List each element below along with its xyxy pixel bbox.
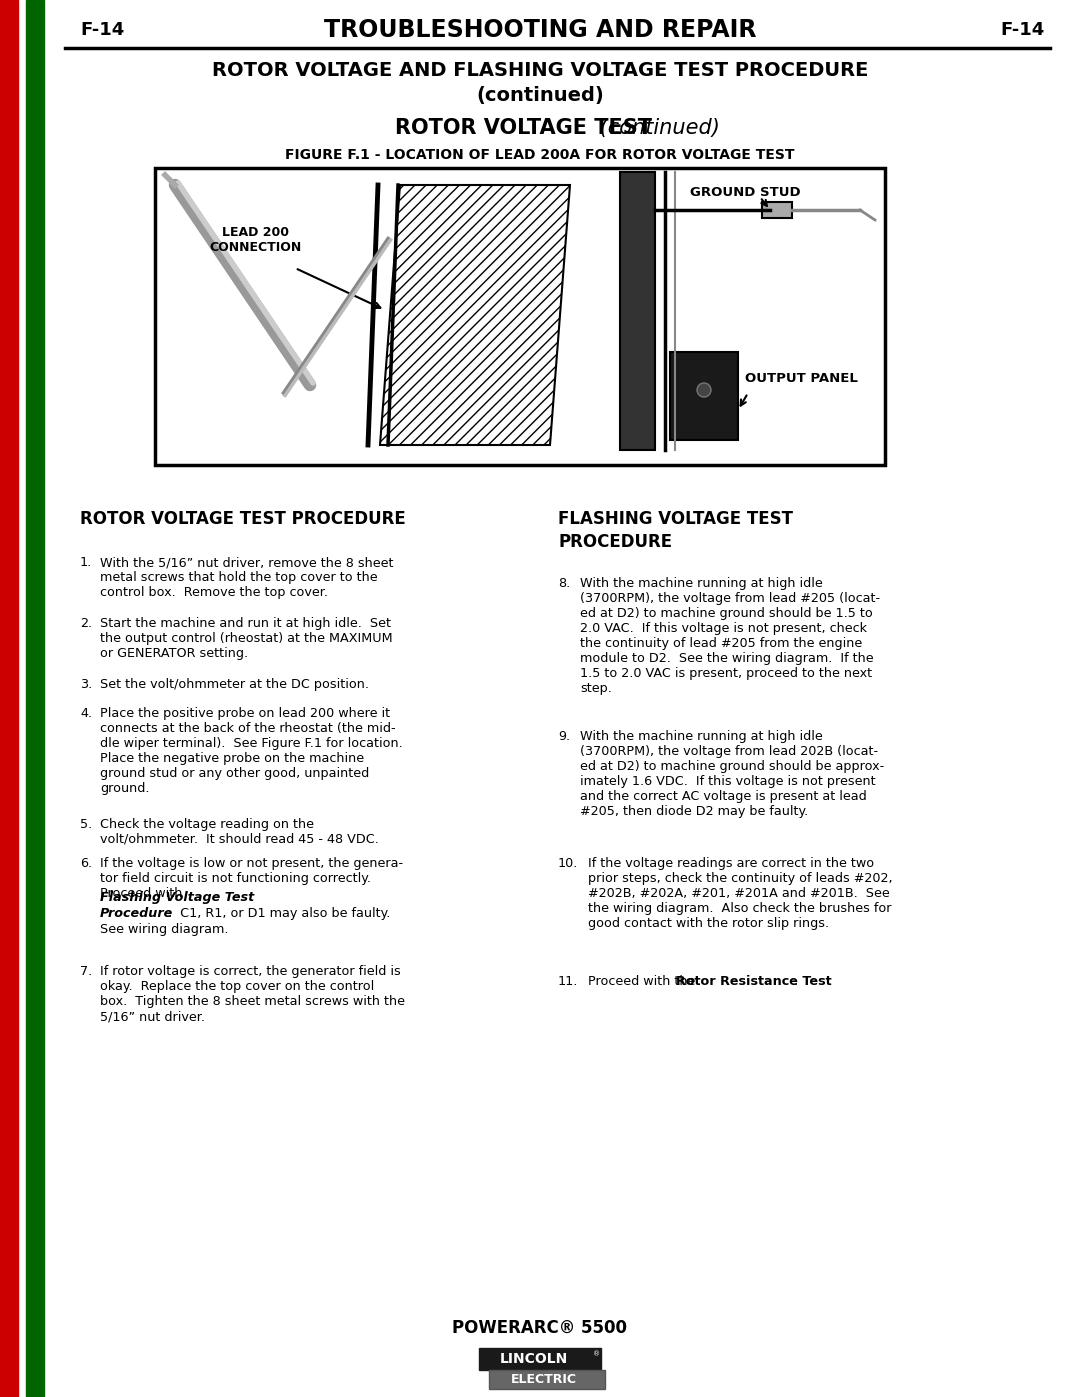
Text: 9.: 9. <box>558 731 570 743</box>
Text: Return to Master TOC: Return to Master TOC <box>30 511 40 609</box>
Text: ROTOR VOLTAGE TEST: ROTOR VOLTAGE TEST <box>395 117 652 138</box>
Circle shape <box>697 383 711 397</box>
Text: FLASHING VOLTAGE TEST: FLASHING VOLTAGE TEST <box>558 510 793 528</box>
Text: .: . <box>794 975 798 988</box>
Text: POWERARC® 5500: POWERARC® 5500 <box>453 1319 627 1337</box>
Bar <box>156 168 885 465</box>
Text: PROCEDURE: PROCEDURE <box>558 534 672 550</box>
Text: Rotor Resistance Test: Rotor Resistance Test <box>676 975 832 988</box>
Text: Return to Section TOC: Return to Section TOC <box>4 510 14 610</box>
Text: Return to Section TOC: Return to Section TOC <box>4 909 14 1010</box>
Text: Procedure: Procedure <box>100 907 173 921</box>
Text: Place the positive probe on lead 200 where it
connects at the back of the rheost: Place the positive probe on lead 200 whe… <box>100 707 403 795</box>
Text: If the voltage is low or not present, the genera-
tor field circuit is not funct: If the voltage is low or not present, th… <box>100 856 403 900</box>
Text: Start the machine and run it at high idle.  Set
the output control (rheostat) at: Start the machine and run it at high idl… <box>100 617 393 659</box>
Text: If rotor voltage is correct, the generator field is
okay.  Replace the top cover: If rotor voltage is correct, the generat… <box>100 965 405 1023</box>
Text: Set the volt/ohmmeter at the DC position.: Set the volt/ohmmeter at the DC position… <box>100 678 369 692</box>
Text: Proceed with the: Proceed with the <box>588 975 700 988</box>
Text: 11.: 11. <box>558 975 579 988</box>
Text: ROTOR VOLTAGE AND FLASHING VOLTAGE TEST PROCEDURE: ROTOR VOLTAGE AND FLASHING VOLTAGE TEST … <box>212 60 868 80</box>
Text: Return to Master TOC: Return to Master TOC <box>30 1182 40 1278</box>
Text: Check the voltage reading on the
volt/ohmmeter.  It should read 45 - 48 VDC.: Check the voltage reading on the volt/oh… <box>100 819 379 847</box>
Text: 5.: 5. <box>80 819 92 831</box>
Text: OUTPUT PANEL: OUTPUT PANEL <box>745 372 858 384</box>
Text: Flashing Voltage Test: Flashing Voltage Test <box>100 891 254 904</box>
Text: (continued): (continued) <box>593 117 720 138</box>
Polygon shape <box>380 184 570 446</box>
Bar <box>762 203 792 218</box>
Text: See wiring diagram.: See wiring diagram. <box>100 923 229 936</box>
Text: 10.: 10. <box>558 856 579 870</box>
Text: With the machine running at high idle
(3700RPM), the voltage from lead #205 (loc: With the machine running at high idle (3… <box>580 577 880 694</box>
Text: GROUND STUD: GROUND STUD <box>690 186 800 198</box>
Text: TROUBLESHOOTING AND REPAIR: TROUBLESHOOTING AND REPAIR <box>324 18 756 42</box>
Text: .  C1, R1, or D1 may also be faulty.: . C1, R1, or D1 may also be faulty. <box>168 907 390 921</box>
Text: 3.: 3. <box>80 678 92 692</box>
Text: ROTOR VOLTAGE TEST PROCEDURE: ROTOR VOLTAGE TEST PROCEDURE <box>80 510 406 528</box>
Text: (continued): (continued) <box>476 85 604 105</box>
Bar <box>26 0 44 1397</box>
Text: ELECTRIC: ELECTRIC <box>511 1373 577 1386</box>
Text: Return to Master TOC: Return to Master TOC <box>30 101 40 198</box>
Text: 4.: 4. <box>80 707 92 719</box>
Bar <box>489 1370 605 1389</box>
Text: LINCOLN: LINCOLN <box>500 1352 568 1366</box>
Text: Return to Section TOC: Return to Section TOC <box>4 99 14 200</box>
Bar <box>480 1348 600 1370</box>
Text: FIGURE F.1 - LOCATION OF LEAD 200A FOR ROTOR VOLTAGE TEST: FIGURE F.1 - LOCATION OF LEAD 200A FOR R… <box>285 148 795 162</box>
Text: Return to Master TOC: Return to Master TOC <box>30 911 40 1009</box>
Text: LEAD 200
CONNECTION: LEAD 200 CONNECTION <box>208 226 301 254</box>
Text: 1.: 1. <box>80 556 92 569</box>
Polygon shape <box>620 172 654 450</box>
Text: With the 5/16” nut driver, remove the 8 sheet
metal screws that hold the top cov: With the 5/16” nut driver, remove the 8 … <box>100 556 393 599</box>
Bar <box>0 0 18 1397</box>
Text: 6.: 6. <box>80 856 92 870</box>
Text: Return to Section TOC: Return to Section TOC <box>4 1179 14 1280</box>
Text: With the machine running at high idle
(3700RPM), the voltage from lead 202B (loc: With the machine running at high idle (3… <box>580 731 885 819</box>
Text: 7.: 7. <box>80 965 92 978</box>
Text: F-14: F-14 <box>1000 21 1044 39</box>
Text: If the voltage readings are correct in the two
prior steps, check the continuity: If the voltage readings are correct in t… <box>588 856 893 930</box>
Text: 2.: 2. <box>80 617 92 630</box>
Text: ®: ® <box>593 1351 600 1356</box>
Text: F-14: F-14 <box>80 21 124 39</box>
Bar <box>670 352 738 440</box>
Text: 8.: 8. <box>558 577 570 590</box>
